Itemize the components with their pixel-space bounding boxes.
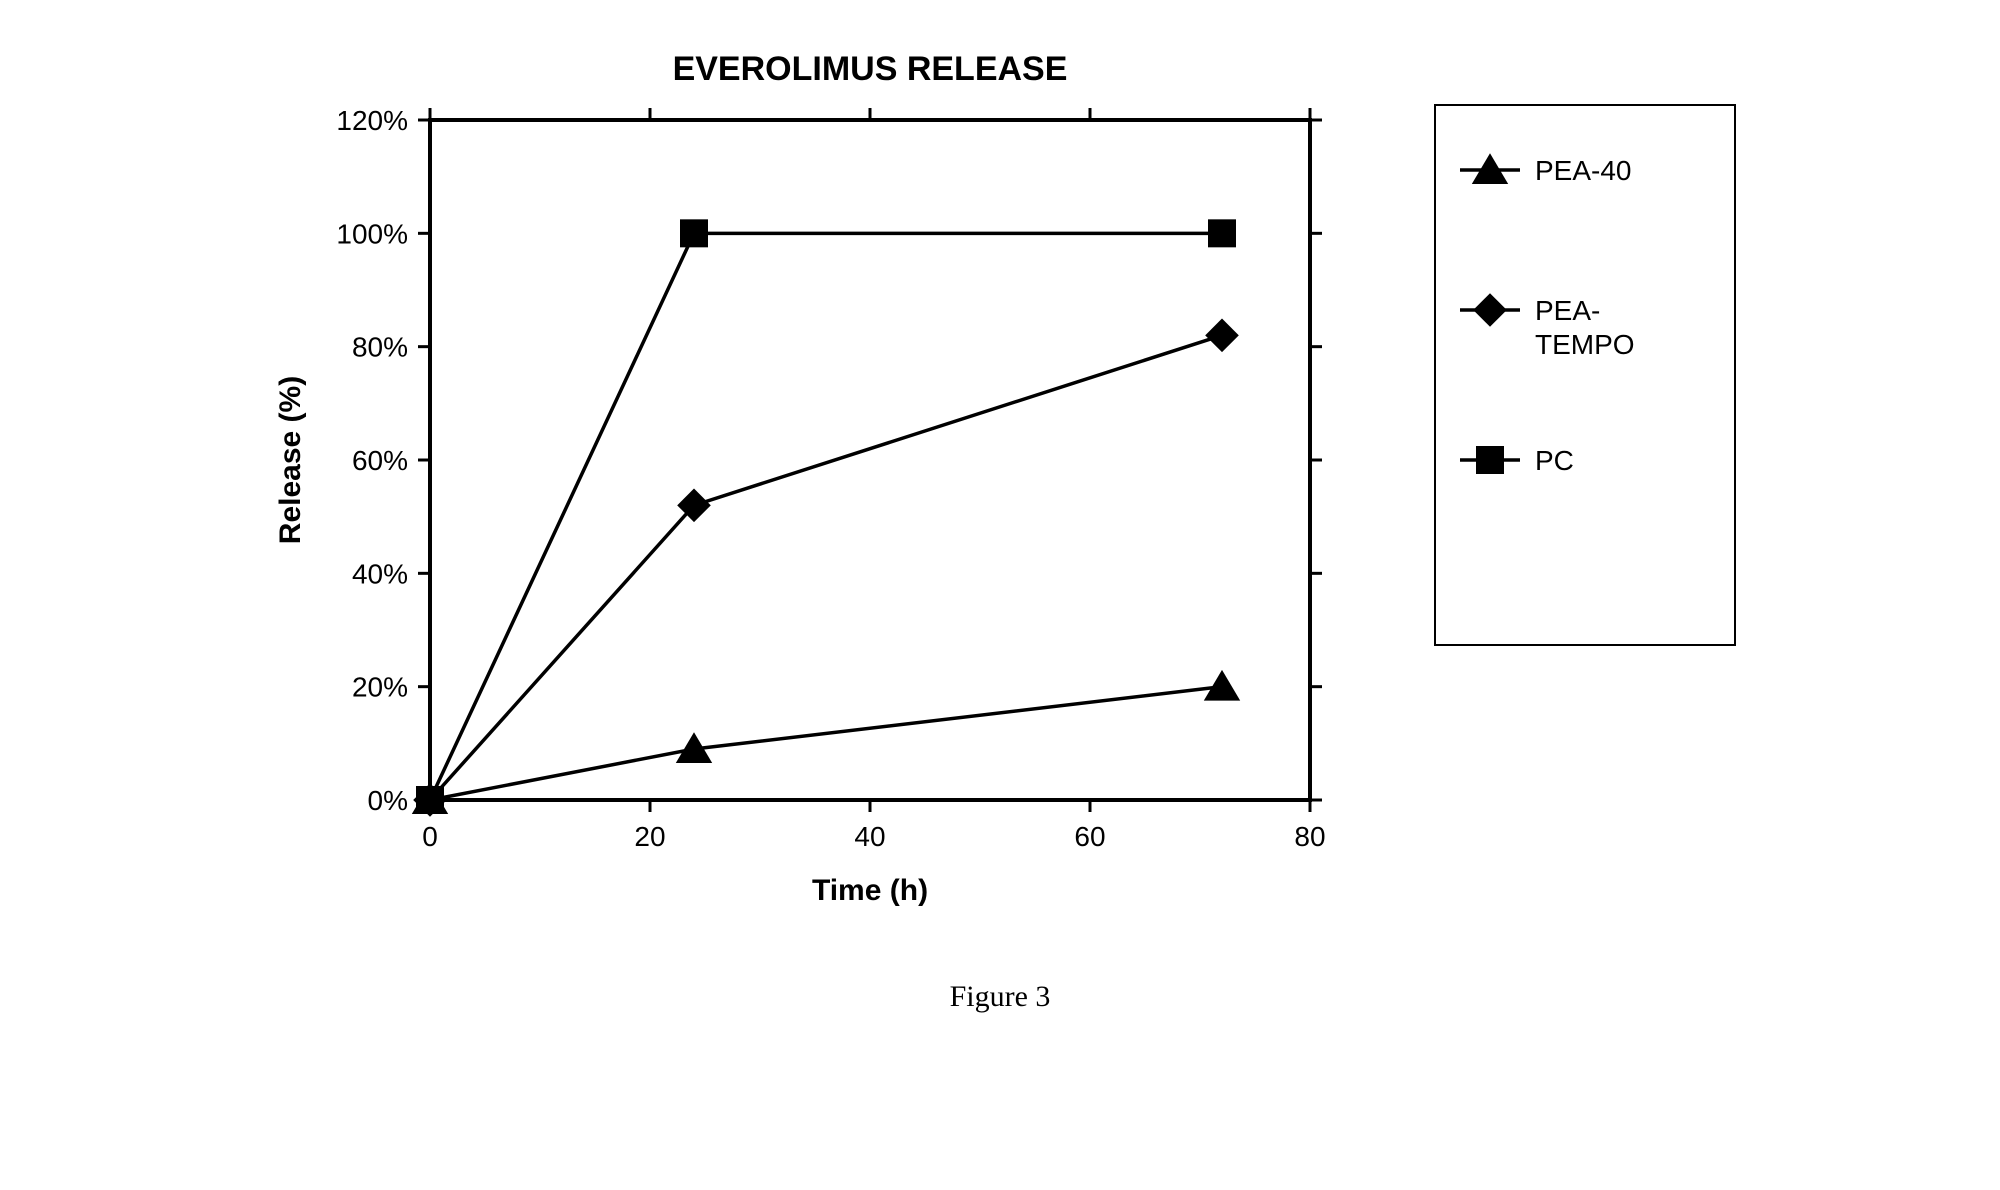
svg-text:PEA-: PEA- [1535,295,1600,326]
svg-text:40%: 40% [352,558,408,589]
svg-text:TEMPO: TEMPO [1535,329,1635,360]
figure-caption: Figure 3 [950,980,1051,1014]
svg-text:0: 0 [422,821,438,852]
svg-text:0%: 0% [368,785,408,816]
svg-text:40: 40 [854,821,885,852]
svg-text:PEA-40: PEA-40 [1535,155,1632,186]
legend: PEA-40 PEA-TEMPO PC [1430,100,1750,660]
svg-text:20%: 20% [352,672,408,703]
svg-text:Release (%): Release (%) [274,376,307,544]
line-chart: EVEROLIMUS RELEASE 0% 20% 40% 60% 80% 100% 120%… [250,40,1350,960]
svg-text:60: 60 [1074,821,1105,852]
svg-text:100%: 100% [336,218,408,249]
svg-text:80%: 80% [352,332,408,363]
figure-container: EVEROLIMUS RELEASE 0% 20% 40% 60% 80% 100% 120%… [40,40,1960,1014]
top-row: EVEROLIMUS RELEASE 0% 20% 40% 60% 80% 100% 120%… [250,40,1750,960]
svg-text:80: 80 [1294,821,1325,852]
svg-text:120%: 120% [336,105,408,136]
svg-text:PC: PC [1535,445,1574,476]
chart-wrapper: EVEROLIMUS RELEASE 0% 20% 40% 60% 80% 100% 120%… [250,40,1350,960]
svg-text:EVEROLIMUS RELEASE: EVEROLIMUS RELEASE [673,50,1068,88]
svg-text:60%: 60% [352,445,408,476]
svg-text:20: 20 [634,821,665,852]
svg-text:Time (h): Time (h) [812,874,928,907]
